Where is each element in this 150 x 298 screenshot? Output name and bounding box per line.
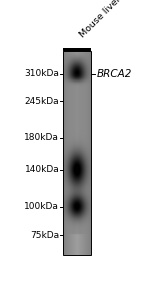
Text: Mouse liver: Mouse liver xyxy=(78,0,123,39)
Text: 245kDa: 245kDa xyxy=(25,97,59,106)
Text: 180kDa: 180kDa xyxy=(24,134,59,142)
Text: 100kDa: 100kDa xyxy=(24,202,59,211)
Text: 75kDa: 75kDa xyxy=(30,231,59,240)
Text: BRCA2: BRCA2 xyxy=(97,69,132,79)
Bar xyxy=(63,48,91,51)
Text: 140kDa: 140kDa xyxy=(24,165,59,175)
Text: 310kDa: 310kDa xyxy=(24,69,59,78)
Bar xyxy=(63,51,91,255)
